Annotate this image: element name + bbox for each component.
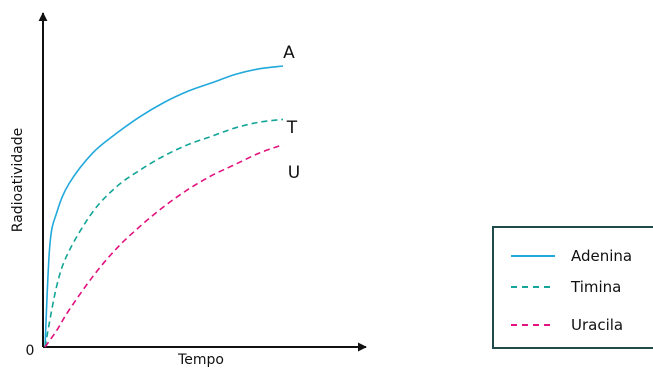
end-label-uracila: U (288, 163, 300, 183)
origin-label: 0 (26, 343, 35, 359)
end-label-timina: T (286, 118, 298, 138)
y-axis-title: Radioatividade (10, 128, 26, 232)
series-line-adenina (44, 65, 284, 348)
end-label-adenina: A (283, 43, 295, 63)
series-line-uracila (44, 143, 284, 348)
series-layer (44, 65, 284, 348)
legend: Adenina Timina Uracila (492, 226, 653, 349)
legend-label-timina: Timina (570, 278, 621, 296)
x-axis-title: Tempo (177, 352, 224, 368)
series-line-timina (44, 118, 284, 348)
legend-label-adenina: Adenina (571, 247, 632, 265)
legend-box (492, 226, 653, 349)
legend-label-uracila: Uracila (571, 316, 623, 334)
